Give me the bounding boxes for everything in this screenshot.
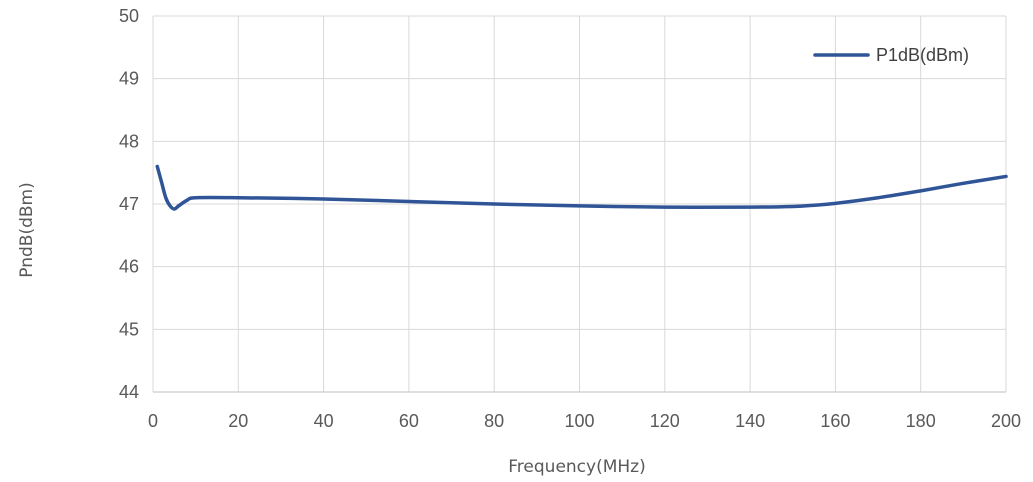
legend-label: P1dB(dBm) [876,45,969,65]
y-tick-label: 45 [119,319,139,339]
y-tick-label: 50 [119,6,139,26]
tick-labels: 0 20 40 60 80 100 120 140 160 180 200 44 45 46 47 48 49 5… [119,6,1021,431]
x-tick-label: 40 [314,411,334,431]
y-tick-label: 47 [119,194,139,214]
x-tick-label: 140 [735,411,765,431]
legend: P1dB(dBm) [813,45,969,65]
x-tick-label: 60 [399,411,419,431]
gridlines [152,15,1007,393]
y-tick-label: 44 [119,382,139,402]
x-tick-label: 0 [148,411,158,431]
x-tick-label: 120 [650,411,680,431]
x-tick-label: 200 [991,411,1021,431]
x-tick-label: 100 [564,411,594,431]
series-line-p1db [155,164,1008,211]
x-tick-label: 80 [484,411,504,431]
y-tick-label: 46 [119,257,139,277]
x-tick-label: 160 [820,411,850,431]
series-lines [155,164,1008,211]
y-tick-label: 48 [119,131,139,151]
x-tick-label: 180 [906,411,936,431]
y-tick-label: 49 [119,69,139,89]
y-axis-title: PndB(dBm) [17,182,37,277]
x-tick-label: 20 [228,411,248,431]
x-axis-title: Frequency(MHz) [508,457,645,477]
